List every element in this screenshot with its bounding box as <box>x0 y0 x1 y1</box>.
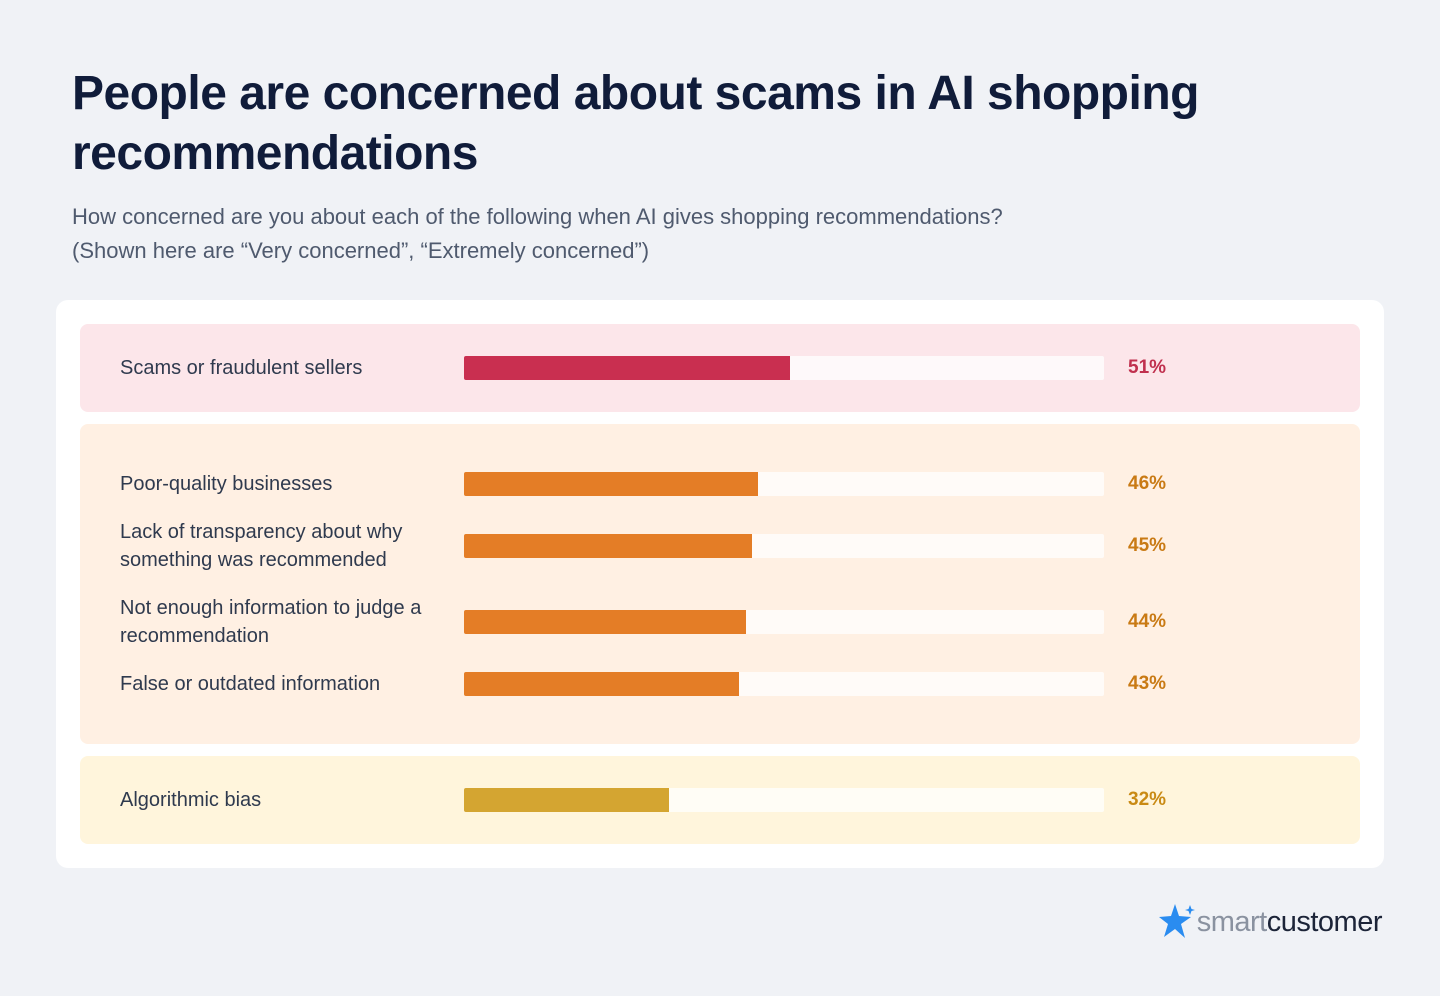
bar <box>464 610 746 634</box>
subtitle-line: How concerned are you about each of the … <box>72 204 1003 229</box>
category-label: False or outdated information <box>120 673 381 695</box>
bar-row: False or outdated informationFalse or ou… <box>80 670 1360 698</box>
bar <box>464 472 759 496</box>
bar-track <box>464 788 1104 812</box>
bar-track <box>464 472 1104 496</box>
bar <box>464 356 791 380</box>
chart-card: Scams or fraudulent sellersScams or frau… <box>56 300 1384 868</box>
value-label: 46% <box>1128 473 1167 494</box>
bar-track <box>464 356 1104 380</box>
logo: smart customer <box>1157 902 1383 942</box>
value-label: 51% <box>1128 357 1167 378</box>
category-label: Poor-quality businesses <box>120 473 333 495</box>
bar-row: Not enough information to judge a recomm… <box>80 594 1360 650</box>
category-label: Algorithmic bias <box>120 789 262 811</box>
bar-track <box>464 534 1104 558</box>
value-label: 44% <box>1128 611 1167 632</box>
category-label: Scams or fraudulent sellers <box>120 357 363 379</box>
value-label: 43% <box>1128 673 1167 694</box>
value-label: 32% <box>1128 789 1167 810</box>
subtitle-line: (Shown here are “Very concerned”, “Extre… <box>72 238 650 263</box>
bar-row: Poor-quality businessesPoor-quality busi… <box>80 470 1360 498</box>
bar-row: Scams or fraudulent sellersScams or frau… <box>80 354 1360 382</box>
category-label: Lack of transparency about why something… <box>120 521 403 571</box>
bar <box>464 534 752 558</box>
logo-text: customer <box>1266 905 1383 938</box>
bar-track <box>464 610 1104 634</box>
bar <box>464 788 669 812</box>
value-label: 45% <box>1128 535 1167 556</box>
bar-row: Lack of transparency about why something… <box>80 518 1360 574</box>
logo-text: smart <box>1196 905 1268 938</box>
subtitle: How concerned are you about each of the … <box>72 200 1003 268</box>
logo-star <box>1158 904 1195 938</box>
category-label: Not enough information to judge a recomm… <box>120 597 422 647</box>
bar <box>464 672 740 696</box>
bar-track <box>464 672 1104 696</box>
group-panel: Scams or fraudulent sellersScams or frau… <box>80 324 1360 412</box>
panels: Scams or fraudulent sellersScams or frau… <box>80 324 1360 844</box>
chart-title: People are concerned about scams in AI s… <box>72 67 1199 180</box>
group-panel: Poor-quality businessesPoor-quality busi… <box>80 424 1360 744</box>
